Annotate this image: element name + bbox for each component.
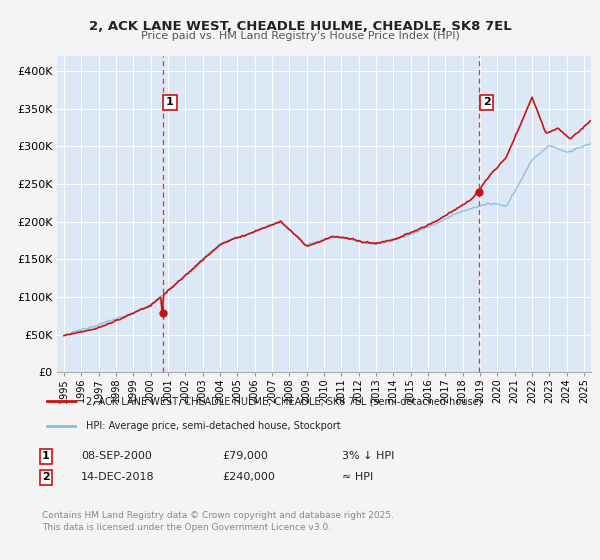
- Text: 2, ACK LANE WEST, CHEADLE HULME, CHEADLE, SK8 7EL: 2, ACK LANE WEST, CHEADLE HULME, CHEADLE…: [89, 20, 511, 32]
- Text: Price paid vs. HM Land Registry's House Price Index (HPI): Price paid vs. HM Land Registry's House …: [140, 31, 460, 41]
- Text: 1: 1: [42, 451, 50, 461]
- Text: HPI: Average price, semi-detached house, Stockport: HPI: Average price, semi-detached house,…: [86, 421, 340, 431]
- Text: Contains HM Land Registry data © Crown copyright and database right 2025.
This d: Contains HM Land Registry data © Crown c…: [42, 511, 394, 531]
- Text: 14-DEC-2018: 14-DEC-2018: [81, 472, 155, 482]
- Text: 2, ACK LANE WEST, CHEADLE HULME, CHEADLE, SK8 7EL (semi-detached house): 2, ACK LANE WEST, CHEADLE HULME, CHEADLE…: [86, 396, 482, 407]
- Text: ≈ HPI: ≈ HPI: [342, 472, 373, 482]
- Text: 2: 2: [483, 97, 491, 108]
- Text: 1: 1: [166, 97, 174, 108]
- Text: £240,000: £240,000: [222, 472, 275, 482]
- Text: 2: 2: [42, 472, 50, 482]
- Text: £79,000: £79,000: [222, 451, 268, 461]
- Text: 3% ↓ HPI: 3% ↓ HPI: [342, 451, 394, 461]
- Text: 08-SEP-2000: 08-SEP-2000: [81, 451, 152, 461]
